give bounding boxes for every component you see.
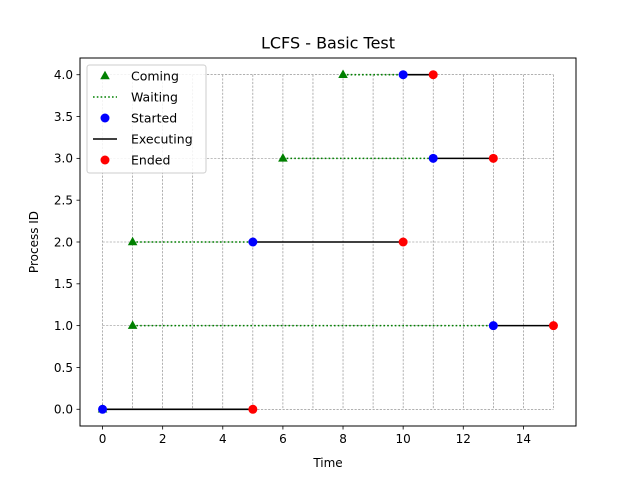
x-tick-label: 0	[99, 432, 107, 446]
legend-triangle-marker	[100, 70, 110, 80]
legend-item: Ended	[100, 153, 170, 168]
axes-layer: 0 2 4 6 8 10 12 14 0.0 0.5 1.0 1.5 2.0 2.5 3.0 3.5 4.0	[54, 68, 531, 446]
y-tick-label: 2.5	[54, 193, 73, 207]
legend: Coming Waiting Started Executing Ended	[86, 64, 207, 174]
y-tick-label: 0.0	[54, 403, 73, 417]
legend-label: Started	[131, 111, 177, 126]
legend-item: Executing	[93, 132, 193, 147]
started-marker	[398, 70, 408, 80]
started-marker	[488, 321, 498, 331]
y-tick-label: 4.0	[54, 68, 73, 82]
coming-marker	[278, 153, 288, 162]
legend-box	[86, 64, 207, 174]
legend-label: Executing	[131, 132, 193, 147]
legend-label: Ended	[131, 153, 170, 168]
coming-marker	[127, 236, 138, 246]
coming-marker	[127, 320, 138, 329]
ended-marker	[548, 321, 558, 331]
legend-circle-marker	[100, 113, 110, 123]
coming-marker	[338, 69, 348, 78]
ended-marker	[488, 153, 498, 163]
started-marker	[428, 153, 438, 163]
x-tick-label: 4	[219, 432, 227, 446]
started-marker	[98, 404, 108, 414]
y-tick-label: 1.5	[54, 277, 73, 291]
legend-label: Coming	[131, 69, 179, 84]
y-tick-label: 3.0	[54, 152, 73, 166]
x-tick-label: 6	[279, 432, 287, 446]
y-tick-label: 3.5	[54, 110, 73, 124]
y-axis-label: Process ID	[27, 211, 41, 273]
series-layer	[97, 69, 558, 414]
x-tick-label: 8	[339, 432, 347, 446]
ended-marker	[398, 237, 408, 247]
legend-item: Waiting	[93, 90, 178, 105]
ended-marker	[428, 70, 438, 80]
legend-circle-marker	[100, 155, 110, 165]
legend-label: Waiting	[131, 90, 178, 105]
grid-layer	[102, 74, 554, 410]
x-axis-label: Time	[312, 456, 342, 470]
x-tick-label: 10	[396, 432, 411, 446]
legend-item: Started	[100, 111, 177, 126]
x-tick-label: 12	[456, 432, 471, 446]
y-tick-label: 0.5	[54, 361, 73, 375]
legend-item: Coming	[100, 69, 179, 84]
started-marker	[248, 237, 258, 247]
ended-marker	[248, 404, 258, 414]
chart-title: LCFS - Basic Test	[261, 34, 395, 53]
x-tick-label: 2	[159, 432, 167, 446]
y-tick-label: 1.0	[54, 319, 73, 333]
x-tick-label: 14	[516, 432, 531, 446]
y-tick-label: 2.0	[54, 235, 73, 249]
